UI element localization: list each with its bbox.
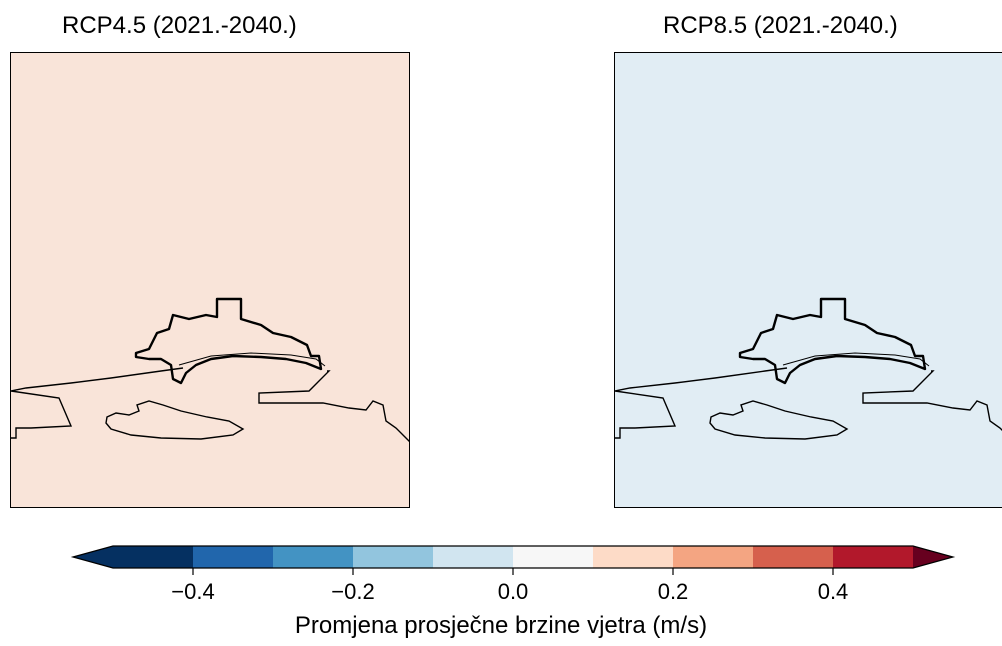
colorbar-bin (753, 546, 834, 568)
city-shoreline (782, 352, 930, 367)
map-rcp45 (11, 53, 409, 507)
colorbar-tick-label: 0.0 (497, 579, 529, 604)
colorbar-bin (593, 546, 674, 568)
colorbar-tick-label: −0.4 (171, 579, 215, 604)
colorbar-bin (433, 546, 514, 568)
coastline-group (11, 297, 409, 442)
colorbar-extend-max (913, 546, 953, 568)
colorbar-bin (673, 546, 754, 568)
colorbar (70, 545, 956, 575)
colorbar-bin (113, 546, 194, 568)
city-shoreline (178, 352, 326, 367)
coastline-group (615, 297, 1002, 440)
panel-title-rcp85: RCP8.5 (2021.-2040.) (663, 12, 898, 39)
colorbar-tick-label: −0.2 (331, 579, 375, 604)
colorbar-bin (353, 546, 434, 568)
coastline-west (11, 367, 184, 439)
coastline-east (862, 370, 1002, 431)
colorbar-label: Promjena prosječne brzine vjetra (m/s) (294, 612, 708, 639)
colorbar-outline (70, 545, 956, 569)
panel-title-rcp45: RCP4.5 (2021.-2040.) (62, 12, 297, 39)
colorbar-tick-label: 0.2 (657, 579, 689, 604)
island-outline (105, 400, 245, 440)
colorbar-bin (513, 546, 594, 568)
coastline-west (615, 367, 788, 439)
city-boundary (738, 297, 927, 385)
map-background (615, 53, 1002, 507)
island-outline (709, 400, 849, 440)
colorbar-tick-label: 0.4 (817, 579, 849, 604)
colorbar-extend-min (73, 546, 113, 568)
city-boundary (134, 297, 323, 385)
colorbar-bin (273, 546, 354, 568)
map-panel-rcp45 (10, 52, 410, 508)
map-panel-rcp85 (614, 52, 1002, 508)
map-rcp85 (615, 53, 1002, 507)
map-background (11, 53, 409, 507)
coastline-east (258, 370, 409, 442)
colorbar-bin (833, 546, 914, 568)
colorbar-bin (193, 546, 274, 568)
